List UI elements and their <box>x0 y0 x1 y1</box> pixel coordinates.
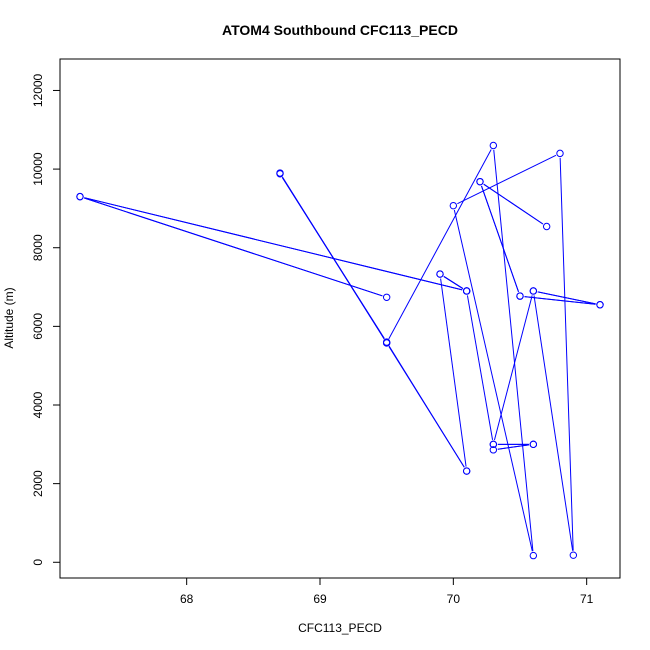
data-point <box>542 222 551 231</box>
data-point <box>569 551 578 559</box>
data-point <box>449 201 458 210</box>
data-point <box>76 192 84 201</box>
series-segment <box>466 295 494 440</box>
y-tick-label: 0 <box>31 559 45 566</box>
data-point <box>462 287 471 295</box>
data-point <box>382 293 391 301</box>
chart-title: ATOM4 Southbound CFC113_PECD <box>222 22 458 38</box>
series-segment <box>453 209 533 552</box>
series-segment <box>388 149 492 340</box>
y-tick-label: 6000 <box>31 313 45 340</box>
series-segment <box>84 197 383 297</box>
data-point <box>382 339 391 347</box>
data-point <box>529 287 538 295</box>
x-tick-label: 69 <box>313 592 327 606</box>
data-point <box>276 170 284 178</box>
y-tick-label: 2000 <box>31 470 45 497</box>
y-tick-label: 4000 <box>31 391 45 418</box>
data-point <box>596 301 604 309</box>
y-axis-label: Altitude (m) <box>2 287 16 348</box>
data-point <box>489 446 498 454</box>
series-segment <box>493 149 534 552</box>
series-segment <box>493 295 533 441</box>
data-point <box>529 440 538 449</box>
y-tick-label: 8000 <box>31 234 45 261</box>
data-point <box>476 177 484 186</box>
x-axis-label: CFC113_PECD <box>298 621 382 635</box>
plot-frame <box>59 58 621 579</box>
series-segment <box>481 185 519 293</box>
series-segment <box>443 276 464 289</box>
series-segment <box>559 157 574 551</box>
series-segment <box>533 295 574 551</box>
x-axis: 68 69 70 71 <box>180 577 594 606</box>
x-tick-label: 70 <box>447 592 461 606</box>
data-point <box>489 141 498 150</box>
x-tick-label: 71 <box>580 592 594 606</box>
data-point <box>529 551 538 560</box>
series-segment <box>497 444 529 450</box>
series-segment <box>84 197 463 291</box>
series-cfc113-pecd <box>76 141 604 560</box>
y-tick-label: 12000 <box>31 73 45 107</box>
data-point <box>556 149 564 158</box>
y-axis: 0 2000 4000 6000 8000 10000 12000 <box>31 73 61 566</box>
series-segment <box>537 291 596 305</box>
y-tick-label: 10000 <box>31 152 45 186</box>
series-segment <box>457 154 557 205</box>
series-segment <box>440 278 467 467</box>
data-point <box>489 440 498 449</box>
data-point <box>516 292 524 300</box>
data-point <box>462 467 471 475</box>
series-segment <box>524 296 596 305</box>
data-point <box>436 270 444 278</box>
series-segment <box>483 183 544 225</box>
series-segment <box>388 346 465 468</box>
x-tick-label: 68 <box>180 592 194 606</box>
